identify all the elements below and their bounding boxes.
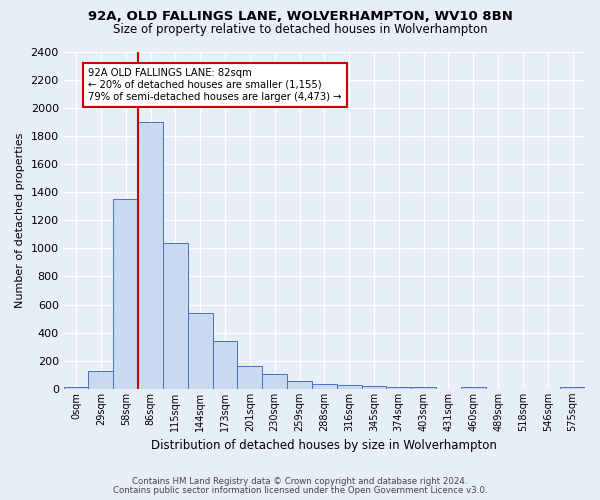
Bar <box>337 384 362 389</box>
Bar <box>312 384 337 389</box>
Bar <box>138 122 163 389</box>
Text: Size of property relative to detached houses in Wolverhampton: Size of property relative to detached ho… <box>113 22 487 36</box>
Bar <box>64 387 88 389</box>
Bar <box>262 374 287 389</box>
Text: Contains HM Land Registry data © Crown copyright and database right 2024.: Contains HM Land Registry data © Crown c… <box>132 477 468 486</box>
Text: 92A, OLD FALLINGS LANE, WOLVERHAMPTON, WV10 8BN: 92A, OLD FALLINGS LANE, WOLVERHAMPTON, W… <box>88 10 512 23</box>
Bar <box>113 199 138 389</box>
Bar <box>287 381 312 389</box>
Bar <box>88 370 113 389</box>
X-axis label: Distribution of detached houses by size in Wolverhampton: Distribution of detached houses by size … <box>151 440 497 452</box>
Bar <box>386 387 411 389</box>
Bar <box>411 388 436 389</box>
Text: 92A OLD FALLINGS LANE: 82sqm
← 20% of detached houses are smaller (1,155)
79% of: 92A OLD FALLINGS LANE: 82sqm ← 20% of de… <box>88 68 342 102</box>
Bar <box>212 341 238 389</box>
Text: Contains public sector information licensed under the Open Government Licence v3: Contains public sector information licen… <box>113 486 487 495</box>
Bar <box>238 366 262 389</box>
Bar <box>163 242 188 389</box>
Bar <box>560 387 585 389</box>
Bar <box>188 313 212 389</box>
Bar <box>461 387 485 389</box>
Y-axis label: Number of detached properties: Number of detached properties <box>15 132 25 308</box>
Bar <box>362 386 386 389</box>
